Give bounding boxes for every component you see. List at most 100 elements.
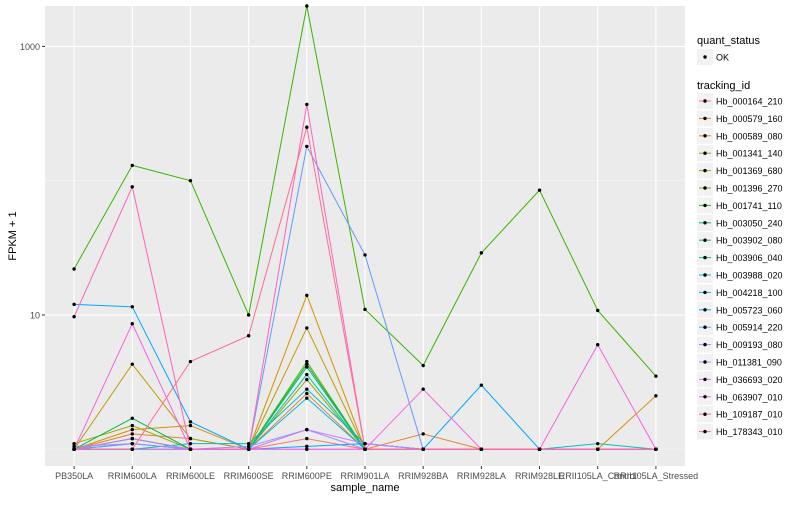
x-axis-title: sample_name <box>330 482 399 494</box>
data-point <box>246 441 251 446</box>
data-point <box>246 334 251 338</box>
legend-point <box>703 377 707 382</box>
legend-point <box>703 221 707 225</box>
data-point <box>479 447 484 451</box>
data-point <box>305 125 309 129</box>
data-point <box>72 447 76 451</box>
legend-label: Hb_004218_100 <box>716 288 783 298</box>
data-point <box>130 362 134 366</box>
data-point <box>72 444 76 449</box>
data-point <box>305 144 309 149</box>
data-point <box>305 436 309 441</box>
data-point <box>305 372 309 377</box>
x-tick-label: RRII105LA_Stressed <box>614 471 699 481</box>
quant-status-legend: quant_status OK <box>697 35 760 65</box>
data-point <box>537 447 542 451</box>
legend-label: Hb_178343_010 <box>716 427 783 437</box>
data-point <box>305 444 309 449</box>
data-point <box>72 267 76 271</box>
legend-point <box>703 151 707 155</box>
legend-point <box>703 116 707 121</box>
data-point <box>596 447 600 451</box>
legend-point <box>703 395 707 399</box>
x-tick-label: PB350LA <box>55 471 93 481</box>
data-point <box>246 447 251 451</box>
quant-status-legend-title: quant_status <box>697 35 760 47</box>
tracking-id-legend-title: tracking_id <box>697 80 750 92</box>
x-tick-label: RRIM928LE <box>515 471 564 481</box>
legend-point <box>703 290 707 295</box>
data-point <box>188 420 193 424</box>
data-point <box>130 423 134 428</box>
series-points <box>72 4 658 451</box>
data-point <box>596 308 600 313</box>
data-point <box>479 383 484 387</box>
legend-label: Hb_000589_080 <box>716 131 783 141</box>
data-point <box>654 374 658 378</box>
data-point <box>130 436 134 441</box>
data-point <box>188 359 193 364</box>
legend-label: Hb_001369_680 <box>716 166 783 176</box>
data-point <box>654 394 658 398</box>
data-point <box>188 441 193 446</box>
legend-label: Hb_003906_040 <box>716 253 783 263</box>
data-point <box>130 322 134 326</box>
data-point <box>305 362 309 366</box>
legend-label: Hb_005723_060 <box>716 305 783 315</box>
legend-label: Hb_003902_080 <box>716 236 783 246</box>
x-axis: PB350LA RRIM600LA RRIM600LE RRIM600SE RRIM60… <box>55 466 698 481</box>
y-axis: 10 1000 <box>20 42 45 320</box>
data-point <box>130 427 134 432</box>
legend-label: Hb_109187_010 <box>716 410 783 420</box>
legend-label: Hb_036693_020 <box>716 375 783 385</box>
legend-label: Hb_063907_010 <box>716 392 783 402</box>
data-point <box>421 387 425 391</box>
data-point <box>305 377 309 382</box>
tracking-id-legend: tracking_id Hb_000164_210 Hb_000579_160 Hb… <box>697 80 783 440</box>
x-tick-label: RRIM600PE <box>282 471 332 481</box>
data-point <box>305 4 309 8</box>
legend-label: Hb_009193_080 <box>716 340 783 350</box>
legend-label: Hb_001396_270 <box>716 184 783 194</box>
data-point <box>421 363 425 368</box>
data-point <box>72 441 76 446</box>
legend-label: Hb_003988_020 <box>716 271 783 281</box>
data-point <box>421 447 425 451</box>
legend-label: Hb_001341_140 <box>716 149 783 159</box>
data-point <box>305 326 309 330</box>
x-tick-label: RRIM600SE <box>224 471 274 481</box>
x-tick-label: RRIM928LA <box>457 471 506 481</box>
data-point <box>188 447 193 451</box>
data-point <box>246 313 251 317</box>
y-axis-title: FPKM + 1 <box>7 211 19 260</box>
data-point <box>479 251 484 255</box>
data-point <box>130 441 134 446</box>
legend-label: Hb_000579_160 <box>716 114 783 124</box>
data-point <box>188 423 193 428</box>
legend-point <box>703 186 707 190</box>
data-point <box>363 447 367 451</box>
data-point <box>305 387 309 391</box>
data-point <box>305 365 309 369</box>
data-point <box>596 441 600 446</box>
y-tick-label: 10 <box>30 310 40 320</box>
data-point <box>363 307 367 312</box>
data-point <box>72 302 76 307</box>
data-point <box>130 416 134 420</box>
data-point <box>654 447 658 451</box>
legend-label: Hb_001741_110 <box>716 201 782 211</box>
legend-point <box>703 273 707 277</box>
legend-point <box>703 308 707 312</box>
x-tick-label: RRIM928BA <box>398 471 448 481</box>
data-point <box>305 427 309 432</box>
legend-point <box>703 134 707 138</box>
data-point <box>363 441 367 446</box>
legend-point <box>703 342 707 347</box>
data-point <box>305 391 309 396</box>
legend-label: Hb_000164_210 <box>716 97 783 107</box>
data-point <box>188 178 193 183</box>
legend-point <box>703 412 707 416</box>
x-tick-label: RRIM901LA <box>340 471 389 481</box>
